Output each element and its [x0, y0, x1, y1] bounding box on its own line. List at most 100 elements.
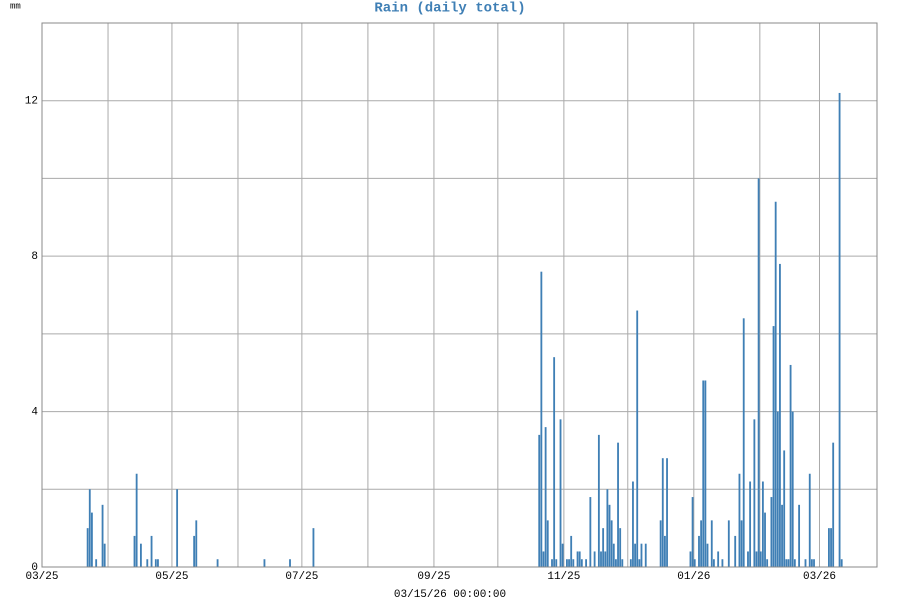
bar	[761, 481, 764, 567]
y-tick-label: 0	[31, 562, 38, 574]
bar	[86, 528, 89, 567]
bar	[689, 551, 692, 567]
x-tick-label: 03/25	[25, 571, 58, 583]
x-tick-label: 09/25	[417, 571, 450, 583]
bar	[742, 318, 745, 567]
bar	[785, 559, 788, 567]
bar	[559, 419, 562, 567]
bar	[555, 559, 558, 567]
bar	[764, 512, 766, 567]
bar	[798, 504, 801, 567]
bar	[150, 535, 153, 567]
bar	[710, 520, 713, 567]
bar	[740, 520, 743, 567]
bar	[838, 92, 841, 567]
bar	[830, 528, 832, 567]
bar	[636, 310, 639, 567]
bar	[101, 504, 104, 567]
bar	[578, 551, 581, 567]
bar	[289, 559, 291, 567]
bar	[772, 326, 775, 567]
bar	[789, 364, 792, 567]
bar	[561, 543, 564, 567]
bar	[621, 559, 624, 567]
bar	[747, 551, 749, 567]
bar	[727, 520, 730, 567]
bar	[693, 559, 696, 567]
bar	[216, 559, 219, 567]
bar	[617, 442, 619, 567]
bar	[734, 535, 737, 567]
bar	[783, 450, 786, 567]
bar	[619, 528, 622, 567]
bar	[774, 201, 777, 567]
bar	[553, 357, 556, 567]
bar	[544, 427, 547, 567]
bar	[712, 559, 715, 567]
bar	[793, 559, 796, 567]
bar	[634, 543, 636, 567]
bar	[312, 528, 315, 567]
bar	[791, 411, 794, 567]
bar	[600, 551, 602, 567]
bar	[157, 559, 159, 567]
bar	[810, 559, 813, 567]
bar	[632, 481, 634, 567]
bar	[766, 559, 769, 567]
bar	[787, 559, 790, 567]
x-tick-label: 03/26	[803, 571, 836, 583]
bar	[717, 551, 720, 567]
bar	[666, 458, 668, 567]
bar	[580, 559, 583, 567]
plot-border	[41, 22, 878, 568]
bar	[572, 559, 575, 567]
bar	[608, 504, 611, 567]
bar	[755, 551, 758, 567]
bar	[135, 473, 138, 567]
bar	[659, 520, 662, 567]
bar	[551, 559, 553, 567]
bar	[589, 497, 592, 567]
bar	[538, 434, 541, 567]
bar	[638, 559, 641, 567]
bar	[195, 520, 198, 567]
bar	[781, 504, 783, 567]
bar	[779, 263, 781, 567]
bar	[700, 520, 703, 567]
bar	[602, 528, 605, 567]
bar	[546, 520, 549, 567]
bar	[738, 473, 741, 567]
bar	[704, 380, 707, 567]
bar	[840, 559, 843, 567]
bar	[540, 271, 543, 567]
bar	[663, 535, 666, 567]
bar	[702, 380, 705, 567]
y-tick-label: 12	[25, 96, 38, 108]
bar	[644, 543, 647, 567]
bar	[813, 559, 815, 567]
bar	[629, 559, 632, 567]
bar	[88, 489, 91, 567]
bar	[804, 559, 807, 567]
x-tick-label: 07/25	[285, 571, 318, 583]
bar	[139, 543, 142, 567]
bar	[640, 543, 643, 567]
bar	[133, 535, 136, 567]
bar	[706, 543, 709, 567]
bar	[749, 481, 752, 567]
bar	[721, 559, 724, 567]
bar	[146, 559, 149, 567]
bar	[770, 497, 773, 567]
bar	[593, 551, 596, 567]
bar	[661, 458, 664, 567]
bar	[193, 535, 196, 567]
x-tick-label: 01/26	[677, 571, 710, 583]
bar	[832, 442, 835, 567]
bar	[90, 512, 93, 567]
x-axis-label: 03/15/26 00:00:00	[394, 589, 506, 600]
bar	[757, 178, 760, 567]
bar	[759, 551, 762, 567]
bar	[828, 528, 830, 567]
bar	[103, 543, 106, 567]
